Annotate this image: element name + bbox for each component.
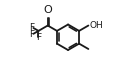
Text: O: O — [43, 5, 52, 15]
Text: OH: OH — [90, 21, 103, 30]
Text: F: F — [36, 33, 41, 42]
Text: F: F — [29, 30, 34, 39]
Text: F: F — [29, 23, 34, 32]
